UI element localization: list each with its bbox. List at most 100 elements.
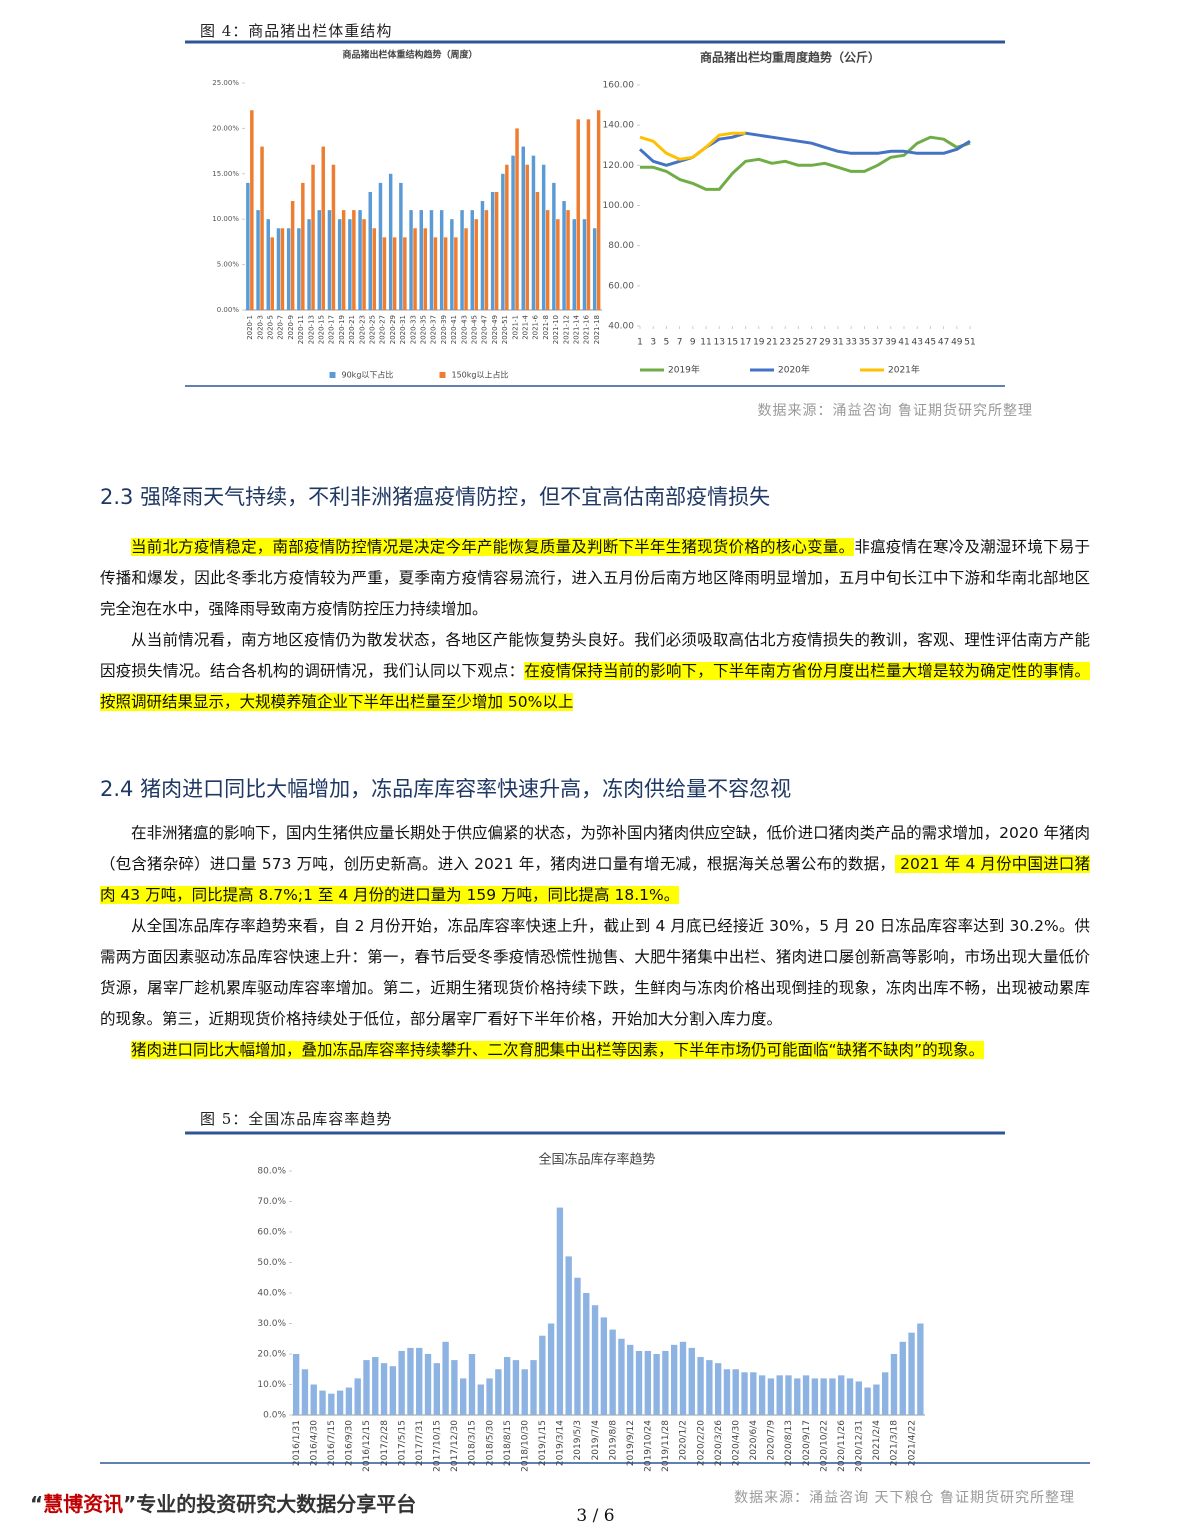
bar	[399, 182, 403, 310]
bar	[372, 228, 376, 310]
bar	[511, 155, 515, 310]
bar	[486, 1378, 493, 1415]
bar	[495, 1369, 502, 1415]
legend-swatch	[329, 372, 336, 378]
bar	[477, 1384, 484, 1415]
bar	[582, 219, 587, 310]
bar	[562, 201, 566, 310]
highlighted-text: 猪肉进口同比大幅增加，叠加冻品库容率持续攀升、二次育肥集中出栏等因素，下半年市场…	[131, 1041, 985, 1059]
y-tick-label: 140.00	[603, 121, 635, 131]
bar	[723, 1369, 731, 1415]
x-tick-label: 2020-25	[369, 315, 377, 344]
bar	[521, 1369, 528, 1415]
x-tick-label: 2021/3/18	[890, 1420, 900, 1466]
bar	[545, 210, 550, 310]
bar	[460, 210, 464, 310]
x-tick-label: 2019/11/28	[661, 1420, 671, 1472]
bar	[515, 128, 519, 310]
bar	[596, 110, 601, 311]
bar	[389, 1366, 397, 1415]
x-tick-label: 2020-37	[430, 315, 438, 344]
line-series	[639, 131, 746, 161]
bar	[433, 237, 438, 310]
bar	[574, 1277, 581, 1415]
x-tick-label: 2019/10/24	[644, 1420, 654, 1472]
y-tick-label: 0.0%	[263, 1411, 286, 1421]
x-tick-label: 2020-39	[440, 315, 448, 344]
bar	[250, 110, 254, 311]
bar	[341, 210, 346, 310]
x-tick-label: 2020-11	[297, 315, 305, 344]
bar	[362, 219, 366, 310]
bar	[345, 1387, 353, 1415]
bar	[451, 1360, 458, 1415]
x-tick-label: 2021/2/4	[872, 1420, 882, 1461]
bar	[697, 1357, 704, 1415]
bar	[327, 210, 332, 310]
x-tick-label: 2021-1	[511, 315, 519, 340]
bar	[297, 228, 301, 310]
bar	[311, 164, 315, 310]
x-tick-label: 2019/3/14	[556, 1420, 566, 1466]
bar	[576, 119, 580, 310]
bar	[494, 191, 499, 310]
paragraph: 当前北方疫情稳定，南部疫情防控情况是决定今年产能恢复质量及判断下半年生猪现货价格…	[100, 532, 1090, 625]
x-tick-label: 11	[700, 338, 711, 348]
bar	[464, 228, 468, 310]
x-tick-label: 19	[753, 338, 765, 348]
x-tick-label: 2021-4	[522, 314, 530, 339]
bar	[583, 1293, 590, 1415]
bar	[348, 219, 352, 310]
bar	[454, 237, 458, 310]
x-tick-label: 2017/10/15	[433, 1420, 443, 1472]
x-tick-label: 2018/10/30	[520, 1420, 530, 1472]
bar	[363, 1360, 370, 1415]
y-tick-label: 0.00%	[217, 306, 240, 314]
bar	[776, 1375, 783, 1415]
y-tick-label: 80.00	[608, 241, 634, 251]
x-tick-label: 2020-19	[338, 315, 346, 344]
x-tick-label: 3	[650, 338, 656, 348]
bar	[541, 164, 546, 310]
quote: “	[30, 1492, 44, 1516]
y-tick-label: 60.0%	[257, 1228, 286, 1238]
bar	[662, 1350, 669, 1415]
x-tick-label: 35	[859, 338, 870, 348]
line-series	[638, 131, 971, 167]
x-tick-label: 31	[832, 338, 843, 348]
x-tick-label: 2021-8	[542, 315, 550, 340]
x-tick-label: 2017/12/30	[450, 1420, 460, 1472]
bar	[767, 1378, 775, 1415]
bar	[301, 182, 305, 310]
bar	[372, 1357, 379, 1415]
bar	[592, 228, 597, 310]
bar	[802, 1375, 810, 1415]
bar	[392, 237, 397, 310]
x-tick-label: 2020-43	[460, 315, 468, 344]
x-tick-label: 7	[677, 338, 683, 348]
y-tick-label: 100.00	[603, 201, 635, 211]
x-tick-label: 2020-7	[277, 315, 285, 340]
bar	[882, 1372, 889, 1415]
bar	[635, 1350, 643, 1415]
x-tick-label: 2020-41	[450, 315, 458, 344]
x-tick-label: 25	[793, 338, 804, 348]
text: 从全国冻品库存率趋势来看，自 2 月份开始，冻品库容率快速上升，截止到 4 月底…	[100, 917, 1090, 1028]
x-tick-label: 43	[911, 338, 922, 348]
bar	[480, 201, 485, 310]
bar	[565, 1256, 572, 1415]
bar	[256, 210, 260, 310]
x-tick-label: 47	[938, 338, 949, 348]
x-tick-label: 2020/6/4	[749, 1420, 759, 1461]
bar	[290, 201, 295, 310]
bar	[409, 210, 413, 310]
text: 从当前情况看，南方地区疫情仍为散发状态，各地区产能恢复势头良好。我们必须吸取高估…	[100, 631, 1090, 680]
figure-caption: 图 4：商品猪出栏体重结构	[200, 22, 393, 40]
x-tick-label: 2020-3	[256, 315, 264, 340]
bar	[908, 1332, 915, 1415]
bar	[688, 1347, 695, 1415]
bar	[286, 228, 291, 310]
bar	[530, 1360, 537, 1415]
x-tick-label: 2017/5/15	[397, 1420, 407, 1466]
y-tick-label: 10.00%	[212, 215, 239, 223]
